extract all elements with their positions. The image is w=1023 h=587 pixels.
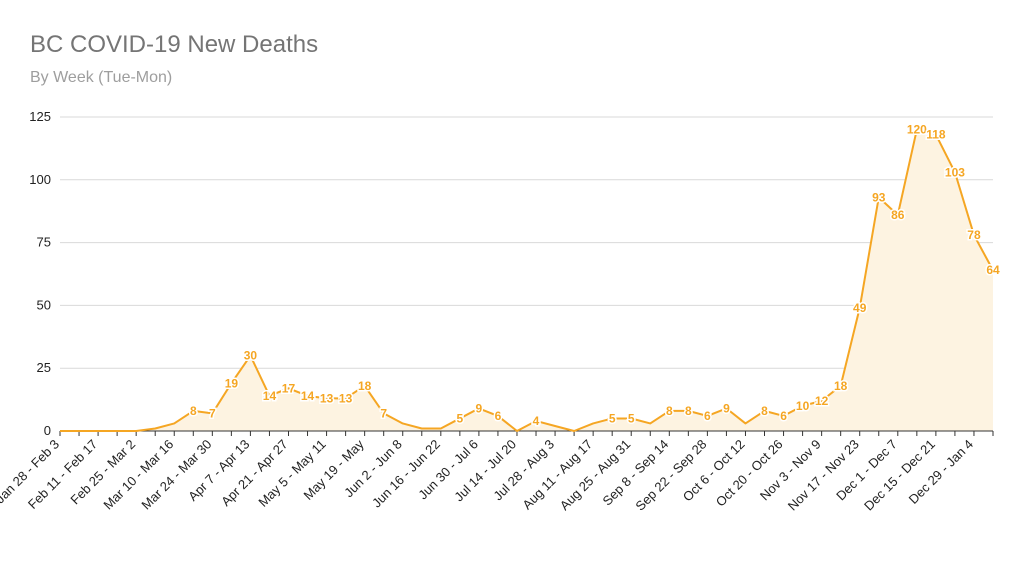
data-label: 17	[282, 381, 296, 395]
data-label: 18	[834, 379, 848, 393]
data-label: 5	[609, 411, 616, 425]
data-label: 78	[967, 228, 981, 242]
data-label: 14	[301, 389, 315, 403]
x-tick-label: Oct 20 - Oct 26	[713, 437, 786, 510]
x-tick-label: May 5 - May 11	[255, 437, 328, 510]
y-tick-label: 50	[37, 297, 51, 312]
data-label: 14	[263, 389, 277, 403]
data-label: 8	[190, 404, 197, 418]
y-tick-label: 100	[29, 172, 51, 187]
data-label: 30	[244, 349, 258, 363]
chart-title: BC COVID-19 New Deaths	[30, 31, 319, 58]
x-tick-label: Apr 21 - Apr 27	[218, 437, 290, 509]
x-tick-label: Sep 8 - Sep 14	[599, 437, 671, 509]
data-label: 18	[358, 379, 372, 393]
y-tick-label: 0	[44, 423, 51, 438]
data-label: 9	[476, 401, 483, 415]
data-label: 7	[209, 406, 216, 420]
data-label: 7	[380, 406, 387, 420]
y-tick-label: 125	[29, 109, 51, 124]
data-label: 13	[339, 391, 353, 405]
data-label: 64	[986, 263, 1000, 277]
x-tick-label: Jun 16 - Jun 22	[369, 437, 443, 511]
data-label: 8	[666, 404, 673, 418]
data-label: 5	[457, 411, 464, 425]
data-label: 13	[320, 391, 334, 405]
data-label: 5	[628, 411, 635, 425]
data-label: 6	[780, 409, 787, 423]
data-label: 6	[495, 409, 502, 423]
data-label: 118	[926, 128, 946, 142]
data-label: 120	[907, 123, 927, 137]
y-tick-label: 25	[37, 360, 51, 375]
data-label: 10	[796, 399, 810, 413]
data-label: 19	[225, 376, 239, 390]
data-label: 4	[533, 414, 540, 428]
data-label: 9	[723, 401, 730, 415]
data-label: 103	[945, 165, 965, 179]
data-label: 8	[685, 404, 692, 418]
data-label: 93	[872, 190, 886, 204]
data-label: 8	[761, 404, 768, 418]
data-label: 12	[815, 394, 829, 408]
data-label: 49	[853, 301, 867, 315]
series-line	[60, 128, 994, 432]
data-label: 6	[704, 409, 711, 423]
data-label: 86	[891, 208, 905, 222]
series-area-fill	[60, 129, 993, 431]
chart-subtitle: By Week (Tue-Mon)	[30, 69, 173, 86]
y-tick-label: 75	[37, 235, 51, 250]
